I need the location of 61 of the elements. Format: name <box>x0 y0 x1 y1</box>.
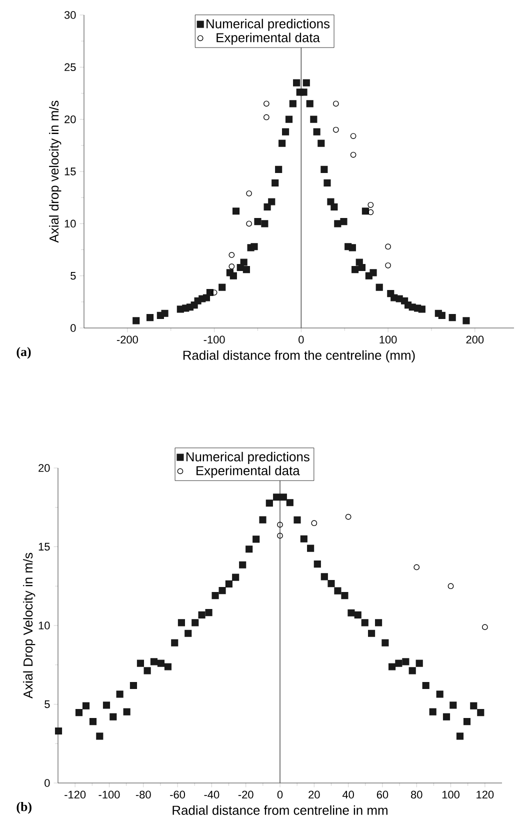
x-tick-label: -60 <box>170 790 186 799</box>
y-tick-label: 10 <box>64 220 76 228</box>
point <box>277 522 283 528</box>
y-axis-title: Axial Drop Velocity in m/s <box>23 552 36 699</box>
point <box>345 514 352 520</box>
legend-label: Numerical predictions <box>206 18 330 31</box>
x-tick-label: -120 <box>64 790 86 799</box>
x-tick-label: 200 <box>466 336 484 344</box>
y-tick-label: 20 <box>64 115 76 124</box>
point <box>311 520 318 526</box>
point <box>350 152 356 158</box>
x-tick-label: -20 <box>238 790 254 799</box>
point <box>385 244 391 250</box>
x-tick-label: 20 <box>308 790 320 799</box>
y-tick-label: 30 <box>64 11 76 19</box>
point <box>448 583 454 590</box>
point <box>350 133 356 139</box>
x-tick-label: 60 <box>376 790 388 799</box>
x-axis-title: Radial distance from the centreline (mm) <box>183 350 415 362</box>
x-axis-title: Radial distance from centreline in mm <box>172 805 388 815</box>
point <box>228 252 235 258</box>
x-tick-label: -200 <box>116 336 138 344</box>
legend-label: Experimental data <box>216 32 320 45</box>
x-tick-label: 120 <box>476 790 494 799</box>
y-tick-label: 0 <box>44 779 50 787</box>
y-tick-label: 10 <box>38 622 50 630</box>
x-tick-label: 100 <box>380 336 397 344</box>
legend-label: Numerical predictions <box>186 452 310 464</box>
y-tick-label: 20 <box>38 464 50 472</box>
point <box>263 100 270 107</box>
x-tick-label: 40 <box>342 790 354 799</box>
point <box>385 262 391 268</box>
y-tick-label: 5 <box>70 272 76 280</box>
point <box>368 202 374 208</box>
point <box>332 126 339 133</box>
x-tick-label: -80 <box>136 790 151 799</box>
point <box>246 220 252 227</box>
point <box>228 263 235 270</box>
text: (b) <box>16 802 32 814</box>
point <box>368 209 374 216</box>
x-tick-label: 0 <box>277 790 283 799</box>
y-tick-label: 15 <box>64 168 76 176</box>
x-tick-label: 80 <box>410 790 422 799</box>
point <box>332 100 339 107</box>
y-tick-label: 15 <box>38 542 50 551</box>
point <box>482 624 488 630</box>
y-tick-label: 5 <box>44 700 50 708</box>
point <box>246 190 252 196</box>
point <box>277 532 283 539</box>
x-tick-label: -100 <box>204 336 225 344</box>
x-tick-label: 100 <box>442 790 460 799</box>
y-tick-label: 25 <box>64 63 76 72</box>
legend-label: Experimental data <box>196 466 300 478</box>
y-axis-title: Axial drop velocity in m/s <box>49 100 62 243</box>
x-tick-label: 0 <box>298 336 304 344</box>
x-tick-label: -100 <box>98 790 120 799</box>
point <box>263 114 270 120</box>
y-tick-label: 0 <box>70 324 76 332</box>
text: (a) <box>16 347 31 359</box>
point <box>414 564 420 570</box>
x-tick-label: -40 <box>204 790 220 799</box>
